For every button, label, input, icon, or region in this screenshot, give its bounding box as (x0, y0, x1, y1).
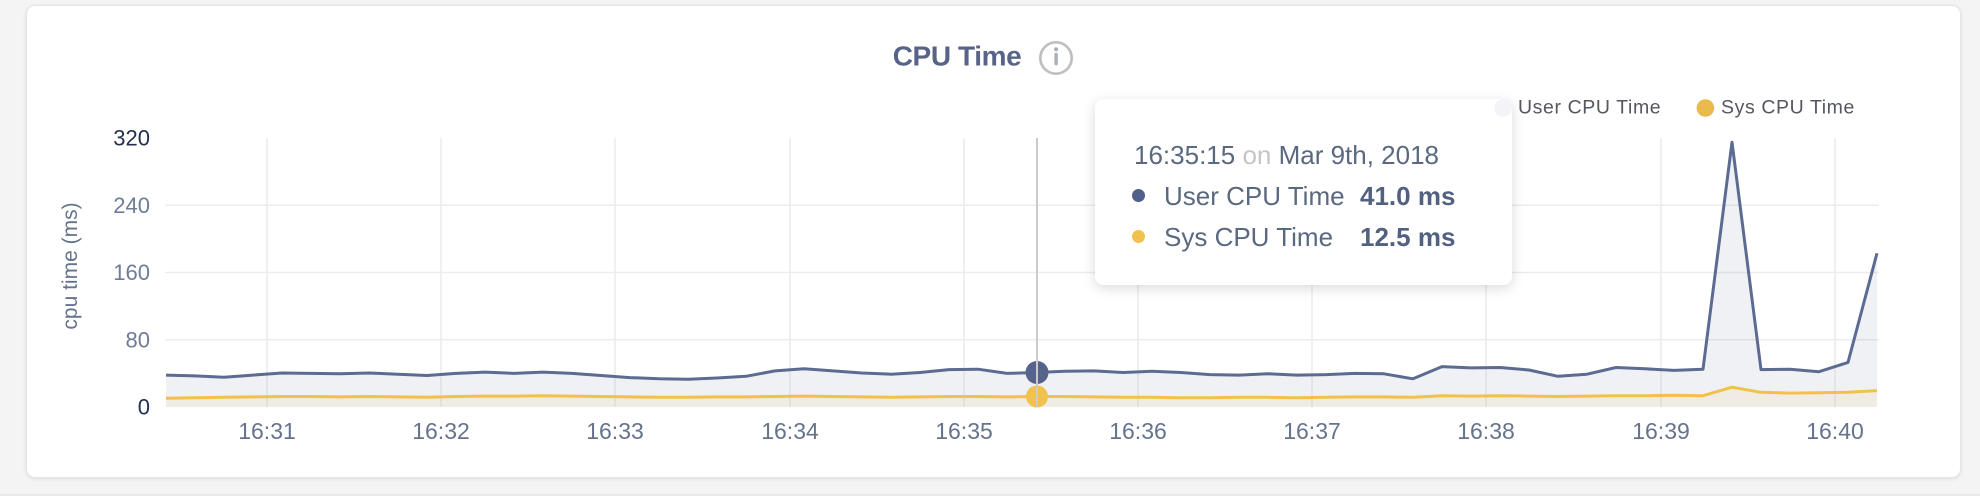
svg-text:16:37: 16:37 (1283, 418, 1341, 444)
svg-text:80: 80 (126, 328, 150, 353)
svg-text:16:40: 16:40 (1806, 418, 1864, 444)
svg-text:cpu time (ms): cpu time (ms) (59, 202, 82, 329)
svg-text:0: 0 (138, 395, 150, 420)
svg-text:16:32: 16:32 (412, 418, 470, 444)
svg-text:16:33: 16:33 (586, 418, 644, 444)
svg-text:16:35: 16:35 (935, 418, 993, 444)
svg-text:160: 160 (113, 260, 150, 285)
svg-text:User CPU Time: User CPU Time (1518, 97, 1661, 119)
svg-text:16:31: 16:31 (238, 418, 296, 444)
svg-text:16:36: 16:36 (1109, 418, 1167, 444)
svg-text:16:38: 16:38 (1457, 418, 1515, 444)
svg-text:240: 240 (113, 193, 150, 218)
svg-text:Sys CPU Time: Sys CPU Time (1721, 97, 1855, 119)
svg-text:320: 320 (113, 126, 150, 151)
svg-text:16:34: 16:34 (761, 418, 819, 444)
svg-text:16:39: 16:39 (1632, 418, 1690, 444)
svg-text:CPU Time: CPU Time (893, 41, 1022, 72)
